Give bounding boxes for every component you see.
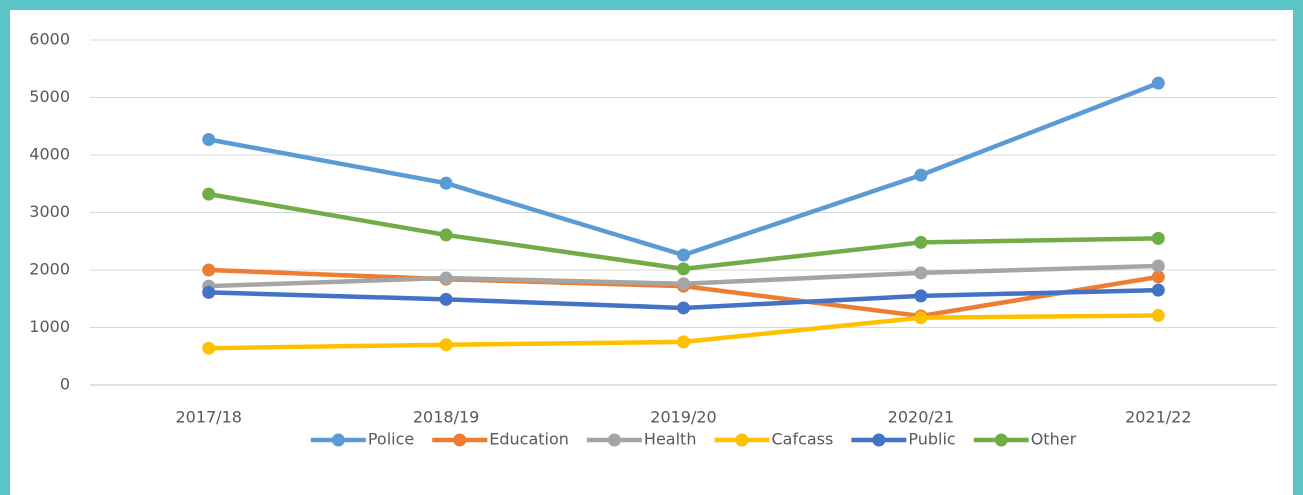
data-point [202, 132, 216, 146]
legend-marker [735, 433, 749, 447]
data-point [914, 168, 928, 182]
data-point [677, 277, 690, 291]
y-tick-label: 5000 [29, 87, 70, 106]
legend-marker [331, 433, 345, 447]
data-point [439, 228, 453, 242]
data-point [677, 301, 690, 315]
y-tick-label: 2000 [29, 260, 70, 279]
legend-marker [453, 433, 467, 447]
data-point [439, 292, 453, 306]
data-point [1151, 76, 1165, 90]
data-point [1151, 231, 1165, 245]
data-point [1151, 270, 1165, 284]
x-tick-label: 2020/21 [888, 408, 954, 427]
data-point [914, 311, 928, 325]
legend-label: Police [368, 430, 414, 449]
legend-marker [607, 433, 621, 447]
legend-item: Cafcass [714, 430, 833, 449]
x-tick-label: 2021/22 [1125, 408, 1191, 427]
data-point [1151, 283, 1165, 297]
data-point [677, 335, 690, 349]
y-tick-label: 0 [60, 375, 70, 394]
legend-label: Other [1031, 430, 1077, 449]
legend-item: Public [851, 430, 956, 449]
data-point [1151, 308, 1165, 322]
x-tick-label: 2017/18 [175, 408, 241, 427]
data-point [677, 248, 690, 262]
y-tick-label: 1000 [29, 317, 70, 336]
legend-label: Education [489, 430, 569, 449]
data-point [914, 266, 928, 280]
data-point [914, 289, 928, 303]
data-point [202, 285, 216, 299]
data-point [677, 262, 690, 276]
legend-marker [994, 433, 1008, 447]
data-point [914, 235, 928, 249]
data-point [1151, 259, 1165, 273]
legend-label: Public [908, 430, 955, 449]
y-tick-label: 6000 [29, 30, 70, 49]
x-tick-label: 2019/20 [650, 408, 716, 427]
y-tick-label: 4000 [29, 145, 70, 164]
y-tick-label: 3000 [29, 202, 70, 221]
legend-item: Education [432, 430, 569, 449]
chart-panel [10, 10, 1293, 495]
data-point [439, 338, 453, 352]
data-point [439, 271, 453, 285]
legend-item: Police [310, 430, 414, 449]
x-tick-label: 2018/19 [413, 408, 479, 427]
legend-label: Health [644, 430, 697, 449]
legend-label: Cafcass [771, 430, 833, 449]
data-point [202, 187, 216, 201]
data-point [202, 263, 216, 277]
legend-marker [872, 433, 886, 447]
data-point [202, 341, 216, 355]
legend-item: Health [586, 430, 697, 449]
data-point [439, 176, 453, 190]
legend-item: Other [973, 430, 1077, 449]
